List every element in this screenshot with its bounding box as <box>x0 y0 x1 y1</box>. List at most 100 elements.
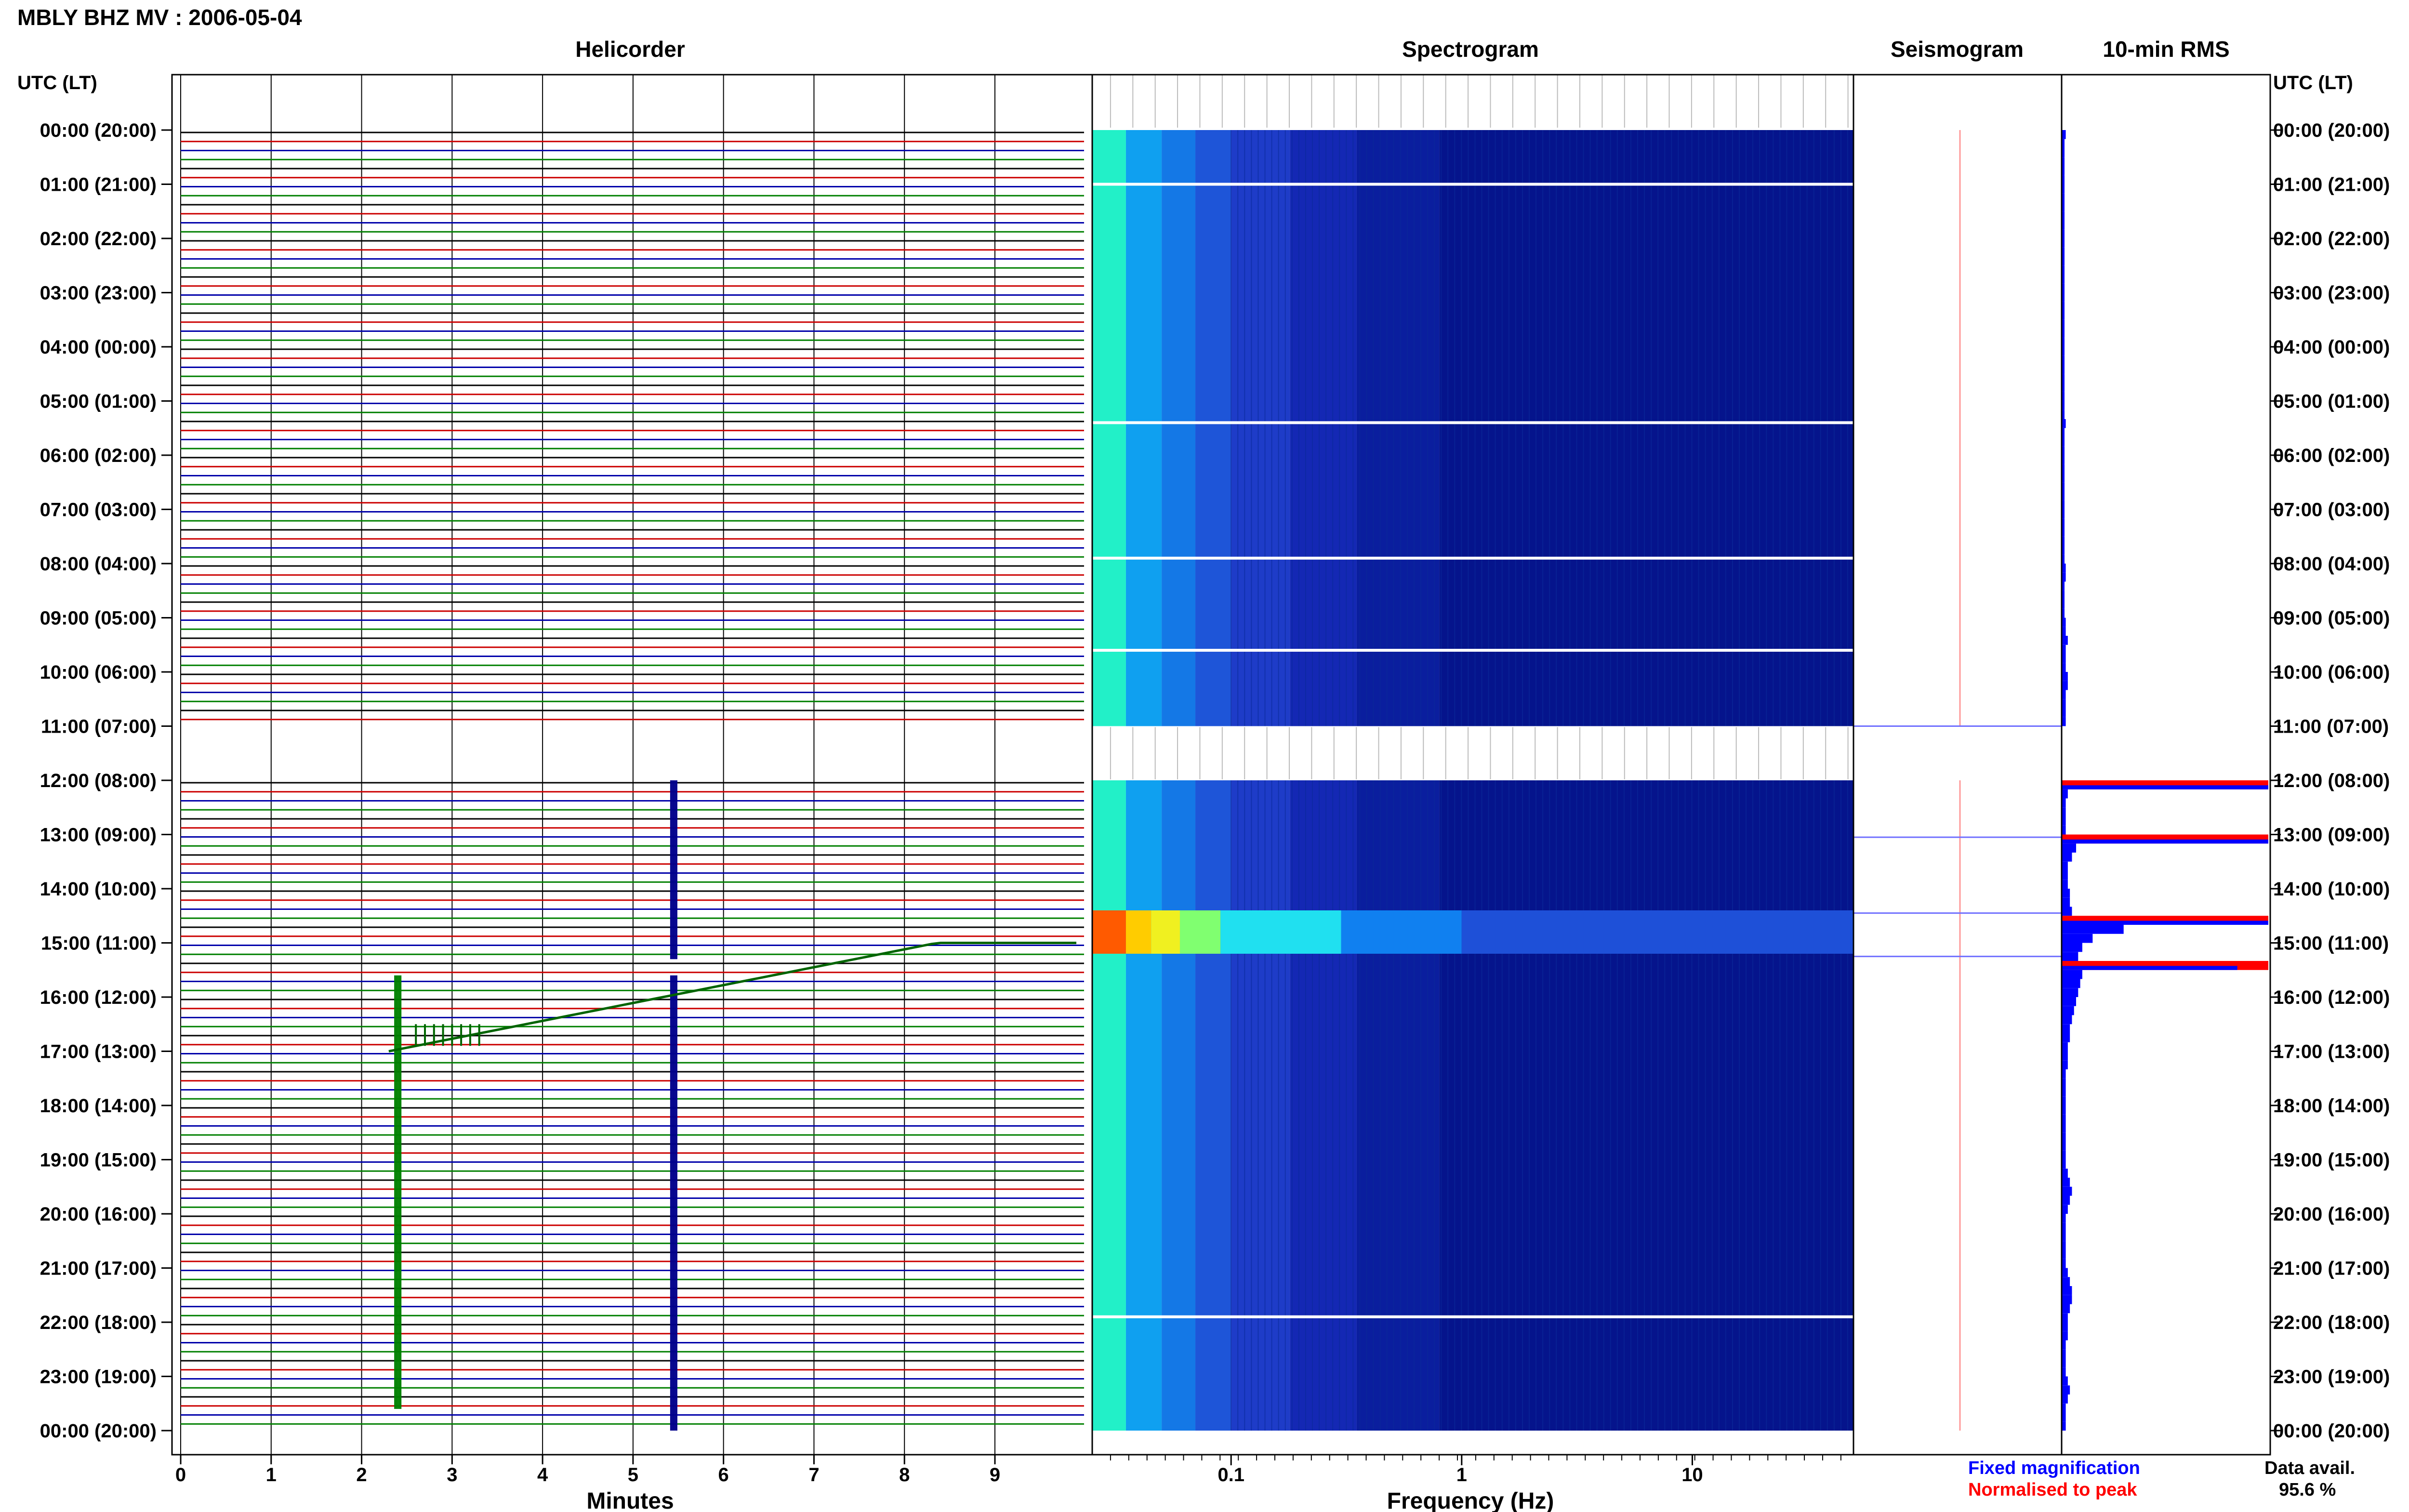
rms-bar <box>2062 897 2070 907</box>
rms-bar <box>2062 1367 2066 1377</box>
right-hour-label: 17:00 (13:00) <box>2273 1041 2390 1063</box>
rms-bar <box>2062 329 2065 338</box>
right-hour-label: 13:00 (09:00) <box>2273 825 2390 846</box>
rms-bar <box>2062 1123 2066 1133</box>
minute-tick-label: 5 <box>628 1464 638 1486</box>
rms-bar <box>2062 979 2080 988</box>
right-hour-label: 20:00 (16:00) <box>2273 1204 2390 1225</box>
left-hour-label: 10:00 (06:00) <box>40 662 157 683</box>
rms-bar <box>2062 247 2065 257</box>
right-hour-label: 03:00 (23:00) <box>2273 283 2390 304</box>
spectrogram-band <box>1195 130 1231 726</box>
rms-bar <box>2062 157 2065 166</box>
helicorder-xlabel: Minutes <box>586 1488 674 1512</box>
legend-fixed-magnification: Fixed magnification <box>1968 1458 2140 1478</box>
rms-panel <box>2062 130 2268 1431</box>
rms-bar <box>2062 1331 2068 1341</box>
rms-bar <box>2062 1340 2066 1350</box>
spectrogram-band <box>1356 130 1440 726</box>
rms-bar <box>2062 843 2077 853</box>
rms-bar <box>2062 654 2066 663</box>
rms-bar <box>2062 825 2066 835</box>
left-hour-label: 14:00 (10:00) <box>40 879 157 900</box>
left-hour-label: 22:00 (18:00) <box>40 1312 157 1333</box>
minute-tick-label: 1 <box>266 1464 277 1486</box>
helicorder-title: Helicorder <box>575 37 685 62</box>
rms-bar <box>2062 220 2065 230</box>
frequency-tick-label: 1 <box>1456 1464 1467 1486</box>
time-axis: 00:00 (20:00) 00:00 (20:00) 01:00 (21:00) 0… <box>40 120 2390 1442</box>
rms-bar <box>2062 970 2082 979</box>
rms-bar <box>2062 798 2066 808</box>
spectrogram-band <box>1439 780 1853 1431</box>
rms-bar <box>2062 1277 2070 1286</box>
rms-bar <box>2062 1132 2066 1142</box>
right-hour-label: 16:00 (12:00) <box>2273 987 2390 1008</box>
rms-bar <box>2062 1087 2066 1097</box>
rms-bar <box>2062 933 2093 943</box>
minute-tick-label: 6 <box>718 1464 729 1486</box>
rms-bar <box>2062 1150 2066 1160</box>
rms-bar <box>2062 807 2066 816</box>
left-hour-label: 00:00 (20:00) <box>40 120 157 141</box>
spectrogram-event <box>1179 910 1221 954</box>
left-hour-label: 06:00 (02:00) <box>40 445 157 466</box>
left-hour-label: 15:00 (11:00) <box>41 933 157 954</box>
rms-bar <box>2062 1114 2066 1124</box>
minute-tick-label: 3 <box>447 1464 457 1486</box>
rms-bar <box>2062 202 2065 211</box>
rms-bar <box>2062 193 2065 202</box>
rms-bar <box>2062 880 2068 889</box>
rms-bar <box>2062 1006 2074 1015</box>
spectrogram-band <box>1290 780 1357 1431</box>
rms-bar <box>2062 1196 2070 1205</box>
spectrogram-event <box>1125 910 1152 954</box>
rms-bar <box>2062 943 2082 952</box>
rms-bar <box>2062 1042 2068 1052</box>
left-hour-label: 08:00 (04:00) <box>40 553 157 575</box>
spectrogram-event <box>1220 910 1341 954</box>
left-hour-label: 21:00 (17:00) <box>40 1258 157 1279</box>
minute-tick-label: 0 <box>175 1464 186 1486</box>
rms-bar <box>2062 564 2066 573</box>
left-axis-header: UTC (LT) <box>17 72 97 93</box>
rms-bar <box>2062 148 2065 158</box>
rms-bar <box>2062 699 2066 708</box>
right-hour-label: 07:00 (03:00) <box>2273 500 2390 521</box>
spectrogram-band <box>1162 130 1196 726</box>
rms-bar <box>2062 482 2065 491</box>
left-hour-label: 16:00 (12:00) <box>40 987 157 1008</box>
seismogram-title: Seismogram <box>1891 37 2024 62</box>
rms-bar <box>2062 184 2065 194</box>
spectrogram-band <box>1125 780 1162 1431</box>
rms-bar <box>2062 545 2065 555</box>
rms-bar <box>2062 175 2065 184</box>
left-hour-label: 00:00 (20:00) <box>40 1420 157 1442</box>
rms-bar <box>2062 365 2065 374</box>
data-availability-value: 95.6 % <box>2279 1480 2336 1500</box>
right-axis-header: UTC (LT) <box>2273 72 2353 93</box>
right-hour-label: 10:00 (06:00) <box>2273 662 2390 683</box>
rms-frame <box>2061 74 2271 1456</box>
frequency-tick-label: 0.1 <box>1218 1464 1244 1486</box>
rms-bar <box>2062 907 2072 916</box>
right-hour-label: 21:00 (17:00) <box>2273 1258 2390 1279</box>
helicorder-drift-trace <box>388 942 1076 1052</box>
rms-bar <box>2062 1376 2068 1386</box>
rms-bar <box>2062 681 2068 690</box>
rms-bar <box>2062 311 2065 320</box>
rms-bar <box>2062 1385 2070 1394</box>
rms-bar <box>2062 1232 2066 1241</box>
right-hour-label: 04:00 (00:00) <box>2273 337 2390 358</box>
spectrogram-xlabel: Frequency (Hz) <box>1387 1488 1554 1512</box>
right-hour-label: 06:00 (02:00) <box>2273 445 2390 466</box>
rms-bar <box>2062 283 2065 293</box>
rms-bar <box>2062 347 2065 356</box>
rms-bar <box>2062 1421 2066 1431</box>
rms-bar <box>2062 1349 2066 1358</box>
rms-bar <box>2062 455 2065 464</box>
spectrogram-band <box>1195 780 1231 1431</box>
rms-bar <box>2062 870 2068 880</box>
rms-bar <box>2062 419 2066 428</box>
